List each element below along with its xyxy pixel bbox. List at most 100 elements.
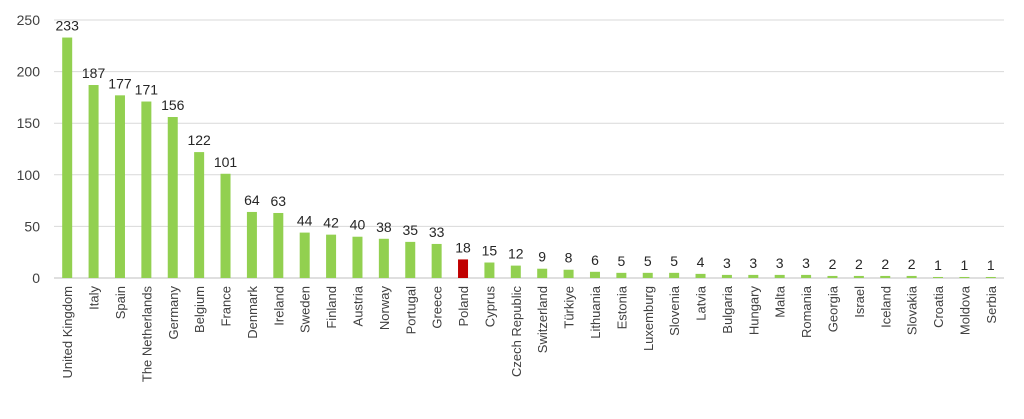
data-label: 3 bbox=[776, 255, 784, 271]
x-tick-label: Georgia bbox=[825, 285, 840, 332]
data-label: 9 bbox=[538, 249, 546, 265]
data-label: 2 bbox=[908, 256, 916, 272]
bar bbox=[801, 274, 812, 278]
bar bbox=[484, 262, 495, 278]
data-label: 3 bbox=[802, 255, 810, 271]
data-label: 2 bbox=[829, 256, 837, 272]
x-tick-label: Moldova bbox=[957, 285, 972, 335]
bar bbox=[220, 173, 231, 278]
x-tick-label: Belgium bbox=[192, 286, 207, 333]
bar bbox=[378, 238, 389, 278]
x-tick-label: Slovenia bbox=[667, 285, 682, 336]
data-label: 15 bbox=[482, 243, 498, 259]
bar bbox=[906, 275, 917, 278]
x-tick-label: Austria bbox=[350, 285, 365, 326]
bar bbox=[774, 274, 785, 278]
x-tick-label: Slovakia bbox=[905, 285, 920, 335]
bar bbox=[959, 276, 970, 278]
bar bbox=[853, 275, 864, 278]
x-tick-label: Romania bbox=[799, 285, 814, 338]
y-tick-label: 250 bbox=[17, 12, 41, 28]
data-label: 4 bbox=[697, 254, 705, 270]
x-tick-label: Estonia bbox=[614, 285, 629, 329]
data-label: 2 bbox=[881, 256, 889, 272]
data-label: 40 bbox=[350, 217, 366, 233]
data-label: 1 bbox=[934, 257, 942, 273]
bar bbox=[985, 276, 996, 278]
x-tick-label: United Kingdom bbox=[60, 286, 75, 379]
data-label: 35 bbox=[402, 222, 418, 238]
bar bbox=[405, 241, 416, 278]
bar bbox=[642, 272, 653, 278]
x-tick-label: Cyprus bbox=[482, 286, 497, 328]
x-tick-label: Spain bbox=[113, 286, 128, 319]
data-label: 5 bbox=[670, 253, 678, 269]
data-label: 233 bbox=[56, 18, 80, 34]
bar bbox=[246, 211, 257, 278]
x-tick-label: Denmark bbox=[245, 286, 260, 339]
bar bbox=[88, 85, 99, 279]
data-label: 177 bbox=[108, 75, 132, 91]
x-tick-label: Hungary bbox=[746, 286, 761, 336]
data-label: 2 bbox=[855, 256, 863, 272]
x-tick-label: Czech Republic bbox=[509, 286, 524, 378]
x-tick-label: Luxemburg bbox=[641, 286, 656, 351]
x-tick-label: Germany bbox=[166, 286, 181, 340]
x-tick-label: Croatia bbox=[931, 285, 946, 328]
bar bbox=[827, 275, 838, 278]
bar bbox=[616, 272, 627, 278]
bar bbox=[933, 276, 944, 278]
x-tick-label: Norway bbox=[377, 286, 392, 331]
data-label: 1 bbox=[961, 257, 969, 273]
bar bbox=[748, 274, 759, 278]
x-tick-label: The Netherlands bbox=[139, 286, 154, 383]
x-tick-label: Malta bbox=[773, 285, 788, 318]
bar bbox=[458, 259, 469, 278]
data-label: 44 bbox=[297, 213, 313, 229]
data-label: 42 bbox=[323, 215, 339, 231]
data-label: 6 bbox=[591, 252, 599, 268]
bar bbox=[352, 236, 363, 278]
data-label: 18 bbox=[455, 239, 471, 255]
bar bbox=[141, 101, 152, 278]
data-label: 12 bbox=[508, 246, 524, 262]
bar bbox=[880, 275, 891, 278]
bar bbox=[695, 273, 706, 278]
x-tick-label: Bulgaria bbox=[720, 285, 735, 333]
x-tick-label: Israel bbox=[852, 286, 867, 318]
data-label: 156 bbox=[161, 97, 185, 113]
bar bbox=[537, 268, 548, 278]
data-label: 5 bbox=[644, 253, 652, 269]
x-tick-label: Ireland bbox=[271, 286, 286, 326]
bar bbox=[299, 232, 310, 278]
bar bbox=[62, 37, 73, 278]
y-tick-label: 100 bbox=[17, 167, 41, 183]
x-tick-label: France bbox=[219, 286, 234, 326]
bar bbox=[167, 117, 178, 279]
bar bbox=[114, 95, 125, 278]
x-tick-label: Finland bbox=[324, 286, 339, 329]
data-label: 64 bbox=[244, 192, 260, 208]
x-tick-label: Lithuania bbox=[588, 285, 603, 339]
bar bbox=[326, 234, 337, 278]
data-label: 33 bbox=[429, 224, 445, 240]
y-tick-label: 150 bbox=[17, 115, 41, 131]
y-tick-label: 0 bbox=[32, 270, 40, 286]
x-tick-label: Serbia bbox=[984, 285, 999, 323]
bar bbox=[721, 274, 732, 278]
x-tick-label: Portugal bbox=[403, 286, 418, 335]
x-tick-label: Türkiye bbox=[562, 286, 577, 329]
x-tick-label: Italy bbox=[87, 286, 102, 310]
x-tick-label: Greece bbox=[430, 286, 445, 329]
data-label: 8 bbox=[565, 250, 573, 266]
bar bbox=[273, 212, 284, 278]
data-label: 3 bbox=[749, 255, 757, 271]
bar bbox=[563, 269, 574, 278]
data-label: 38 bbox=[376, 219, 392, 235]
data-label: 187 bbox=[82, 65, 106, 81]
data-label: 171 bbox=[135, 82, 159, 98]
bar bbox=[589, 271, 600, 278]
x-tick-label: Switzerland bbox=[535, 286, 550, 353]
data-label: 101 bbox=[214, 154, 238, 170]
y-tick-label: 50 bbox=[24, 218, 40, 234]
